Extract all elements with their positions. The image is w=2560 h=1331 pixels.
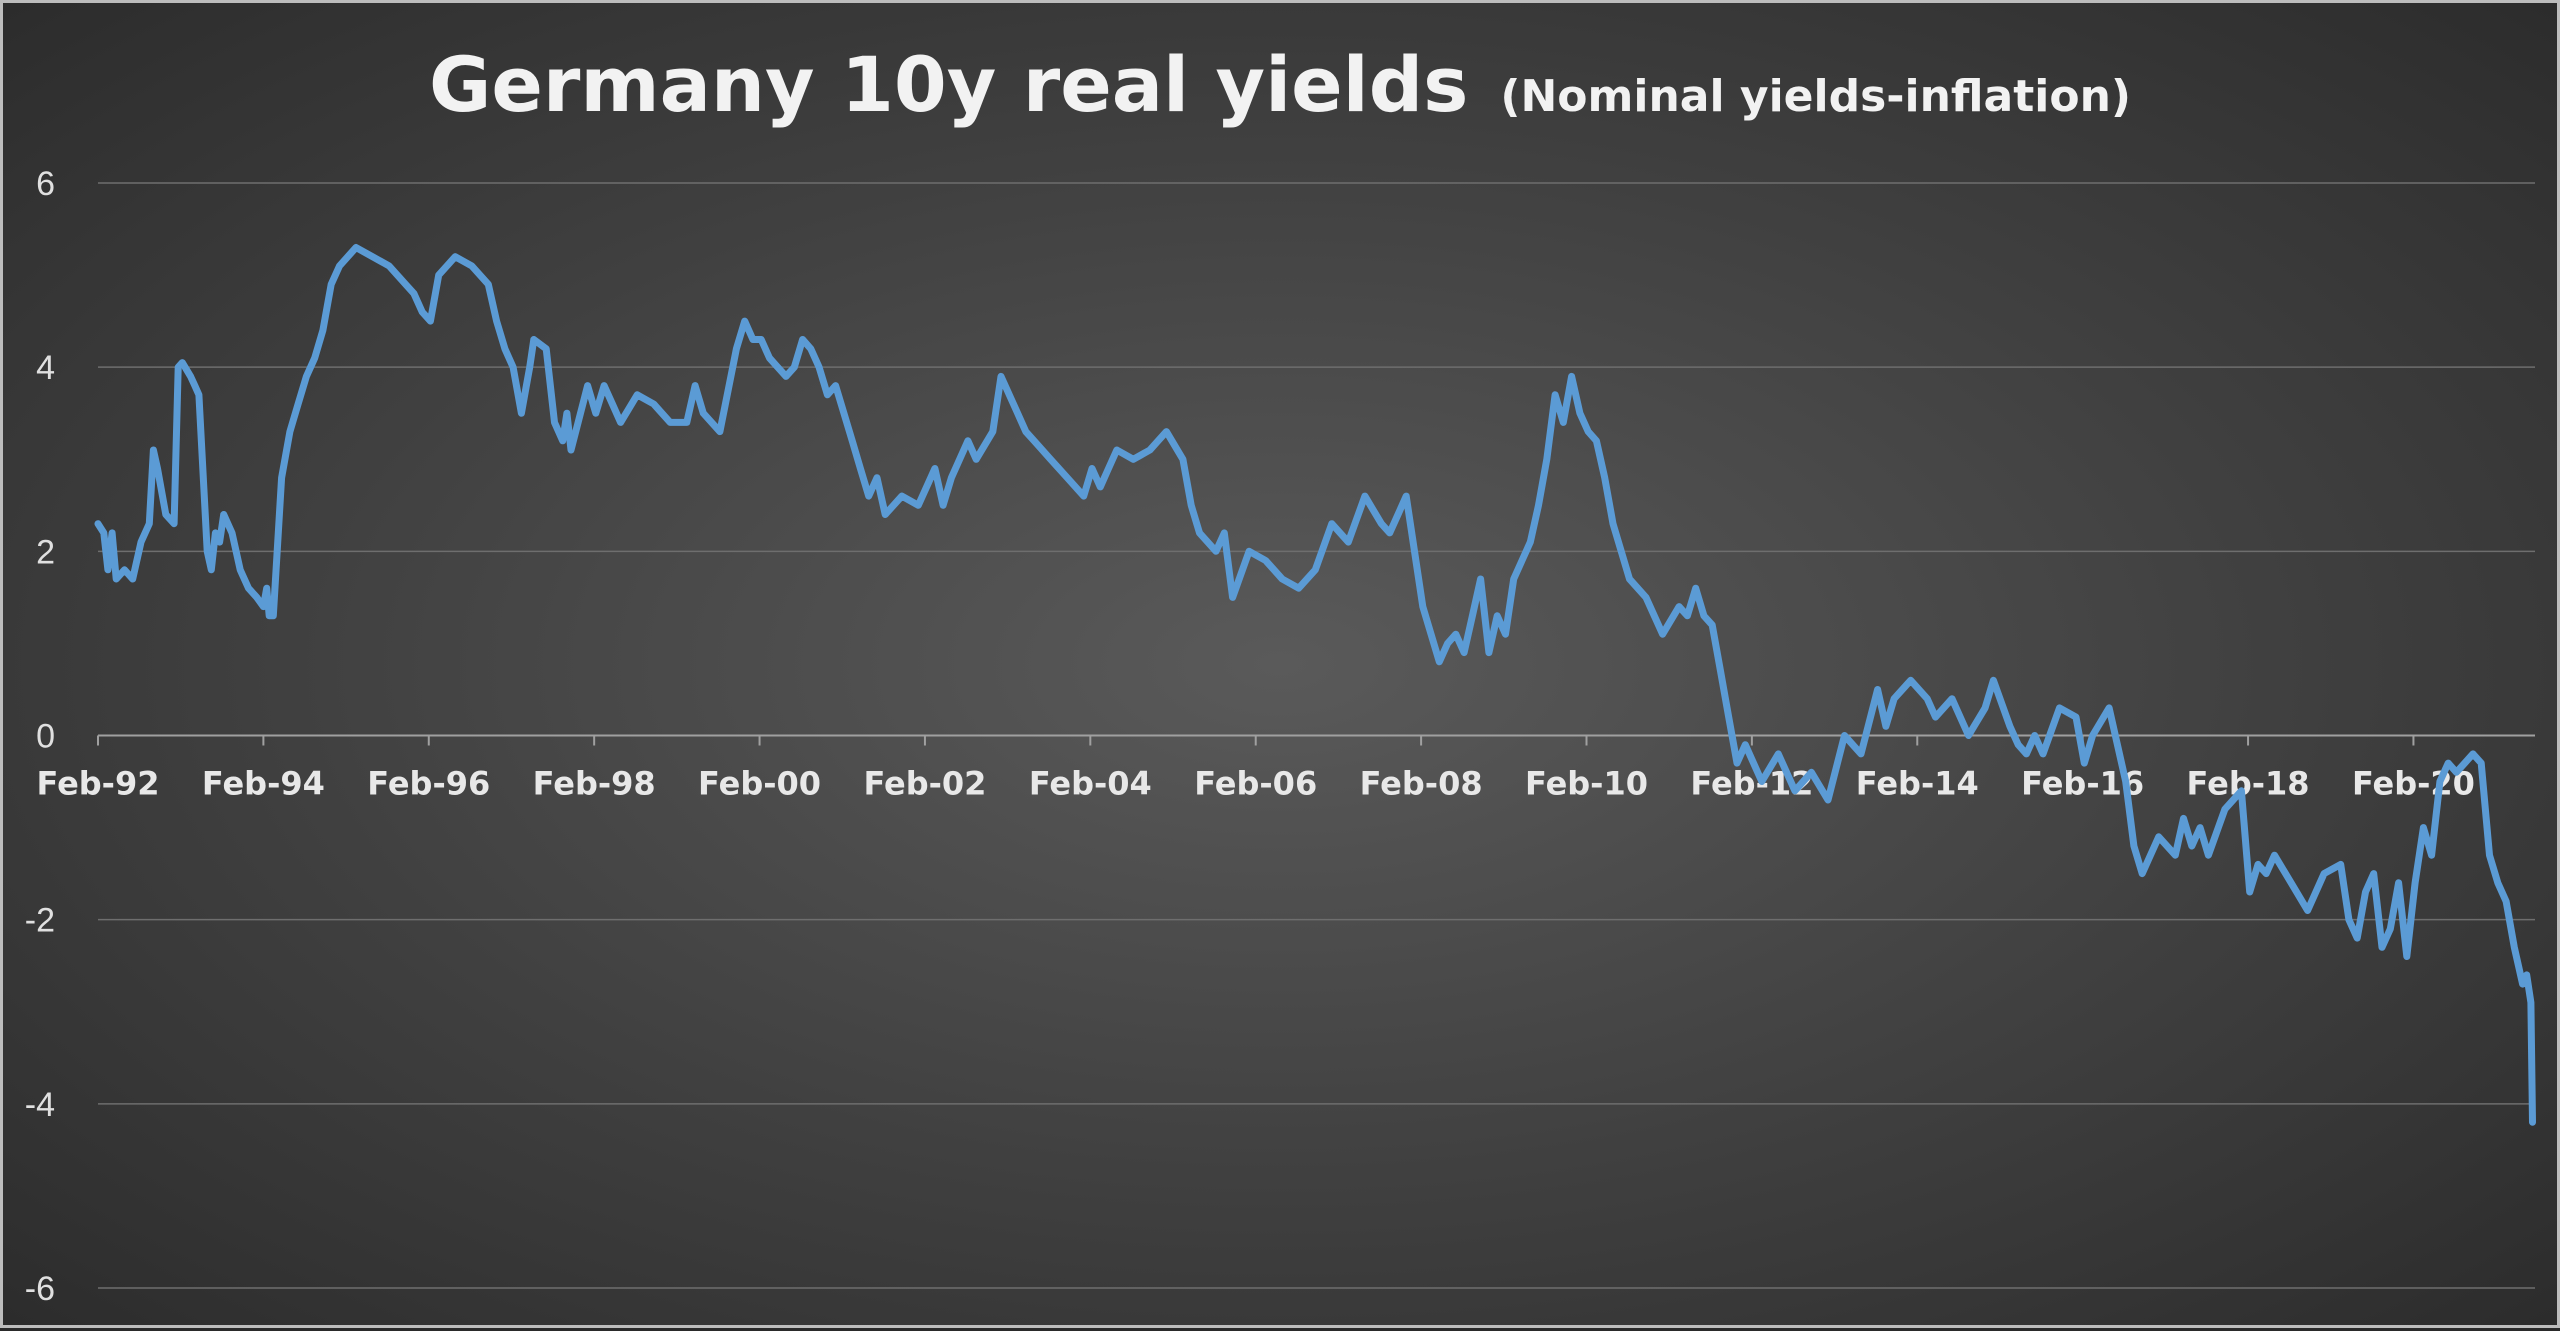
y-tick-label: 2 — [36, 533, 55, 571]
x-tick-label: Feb-06 — [1194, 765, 1317, 803]
y-tick-label: 4 — [36, 349, 55, 387]
x-tick-label: Feb-14 — [1856, 765, 1979, 803]
x-tick-label: Feb-08 — [1360, 765, 1483, 803]
series-layer — [94, 244, 2536, 1126]
x-tick-label: Feb-02 — [863, 765, 986, 803]
y-tick-label: -4 — [25, 1086, 55, 1124]
x-tick-label: Feb-04 — [1029, 765, 1152, 803]
y-tick-label: -2 — [25, 902, 55, 940]
series-line-real-yield — [94, 244, 2536, 1126]
x-tick-label: Feb-00 — [698, 765, 821, 803]
y-tick-label: 6 — [36, 165, 55, 203]
x-tick-label: Feb-10 — [1525, 765, 1648, 803]
x-tick-label: Feb-98 — [533, 765, 656, 803]
chart-title-main: Germany 10y real yields — [429, 40, 1468, 129]
x-axis: Feb-92 Feb-94 Feb-96 Feb-98 Feb-00 Feb-02 Feb-… — [37, 734, 2535, 803]
chart-subtitle: (Nominal yields-inflation) — [1500, 71, 2131, 122]
y-tick-label: -6 — [25, 1270, 55, 1308]
x-tick-label: Feb-92 — [37, 765, 160, 803]
chart-title: Germany 10y real yields (Nominal yields-… — [429, 40, 2131, 129]
line-chart: Germany 10y real yields (Nominal yields-… — [25, 40, 2536, 1308]
y-axis-tick-labels: 6 4 2 0 -2 -4 -6 — [25, 165, 55, 1308]
x-tick-label: Feb-94 — [202, 765, 325, 803]
y-tick-label: 0 — [36, 718, 55, 756]
x-tick-label: Feb-96 — [367, 765, 490, 803]
x-tick-label: Feb-18 — [2187, 765, 2310, 803]
gridlines — [98, 182, 2535, 1289]
